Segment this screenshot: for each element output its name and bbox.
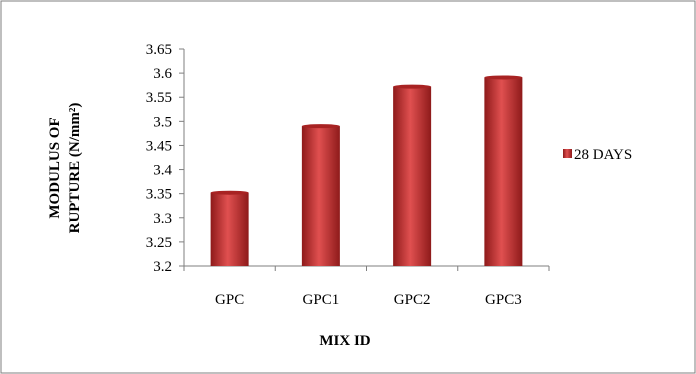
bar-body (210, 192, 249, 266)
legend-swatch (563, 149, 572, 158)
x-tick-label: GPC1 (303, 292, 340, 308)
y-axis-title: MODULUS OF RUPTURE (N/mm²) (47, 103, 83, 234)
y-tick-label: 3.65 (146, 42, 172, 58)
bar-top (301, 124, 340, 129)
x-tick-labels: GPC GPC1 GPC2 GPC3 (215, 292, 522, 308)
bar-body (301, 126, 340, 267)
y-tick-label: 3.2 (153, 259, 172, 275)
bar-body (393, 86, 432, 266)
bar-gpc (210, 190, 249, 266)
y-tick-label: 3.55 (146, 90, 172, 106)
y-tick-labels: 3.2 3.25 3.3 3.35 3.4 3.45 3.5 3.55 3.6 3.65 (146, 42, 173, 275)
x-tick-label: GPC2 (394, 292, 431, 308)
bar-top (484, 75, 523, 80)
bar-top (393, 84, 432, 89)
x-tick-label: GPC3 (485, 292, 522, 308)
y-tick-label: 3.4 (153, 163, 172, 179)
bar-top (210, 190, 249, 195)
y-axis-title-line-1: MODULUS OF (47, 117, 63, 218)
legend-label: 28 DAYS (574, 147, 632, 163)
x-axis-title: MIX ID (319, 333, 370, 349)
legend: 28 DAYS (563, 147, 632, 163)
bar-gpc1 (301, 124, 340, 267)
bar-body (484, 77, 523, 266)
x-tick-label: GPC (215, 292, 244, 308)
bar-gpc2 (393, 84, 432, 266)
y-tick-label: 3.5 (153, 114, 172, 130)
y-tick-label: 3.3 (153, 211, 172, 227)
bar-gpc3 (484, 75, 523, 266)
y-axis-title-line-2: RUPTURE (N/mm²) (67, 103, 83, 234)
plot-area (179, 48, 550, 271)
y-tick-label: 3.25 (146, 235, 172, 251)
y-tick-label: 3.6 (153, 66, 172, 82)
y-tick-label: 3.35 (146, 187, 172, 203)
y-tick-label: 3.45 (146, 138, 172, 154)
